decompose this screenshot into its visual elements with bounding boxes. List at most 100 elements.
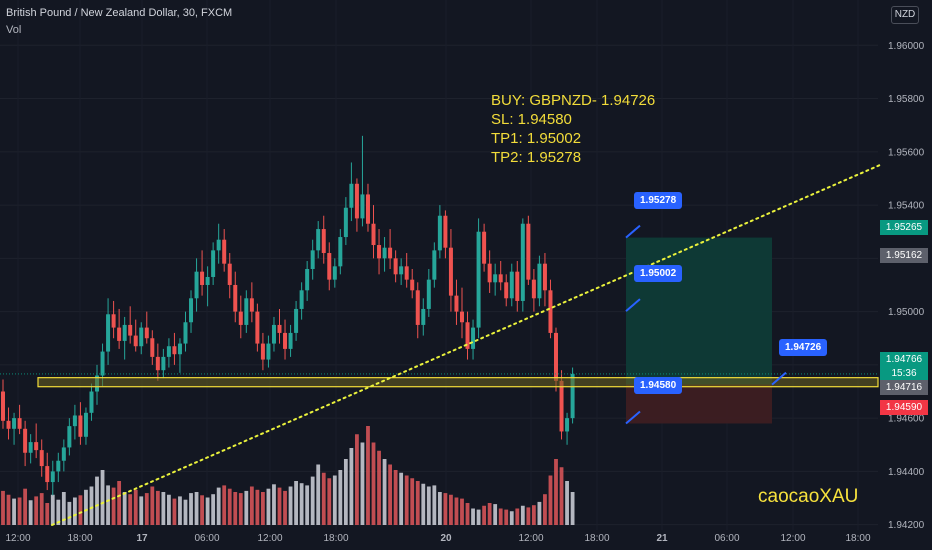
candle-body [371, 223, 376, 246]
candle-body [432, 250, 437, 280]
volume-bar [305, 485, 310, 525]
candle-body [565, 418, 570, 432]
volume-bar [520, 505, 525, 525]
volume-bar [437, 492, 442, 525]
candle-body [166, 346, 171, 357]
symbol-title[interactable]: British Pound / New Zealand Dollar, 30, … [6, 7, 233, 19]
volume-bar [272, 484, 276, 525]
x-tick-label: 12:00 [780, 533, 805, 544]
stop-level-tag: 1.94590 [880, 400, 928, 415]
volume-bar [327, 478, 332, 525]
candle-body [465, 322, 470, 349]
candle-body [61, 447, 66, 461]
candle-body [194, 271, 199, 299]
candle-body [509, 271, 514, 299]
candle-body [393, 258, 398, 275]
volume-bar [338, 470, 343, 525]
candle-body [349, 183, 354, 208]
bar-countdown-tag: 15:36 [880, 366, 928, 381]
volume-bar [117, 481, 122, 525]
candle-body [177, 343, 182, 355]
candle-body [266, 343, 271, 360]
volume-bar [266, 488, 271, 525]
y-tick-label: 1.95000 [888, 307, 925, 318]
entry-price-label[interactable]: 1.94726 [779, 339, 828, 356]
author-watermark: caocaoXAU [758, 486, 859, 507]
volume-bar [133, 489, 138, 525]
candle-body [548, 290, 553, 333]
candle-body [504, 282, 509, 299]
current-price-tag: 1.94766 [880, 352, 928, 367]
candle-body [117, 327, 122, 341]
candle-body [377, 245, 382, 259]
volume-bar [28, 500, 33, 525]
volume-bar [454, 497, 459, 525]
volume-legend[interactable]: Vol [6, 24, 22, 36]
volume-bar [509, 511, 514, 525]
volume-bar [404, 475, 409, 525]
candle-body [6, 420, 11, 429]
candle-body [133, 335, 138, 347]
level-pointer [771, 371, 787, 386]
entry-level-tag: 1.94716 [880, 380, 928, 395]
trade-buy-line: BUY: GBPNZD- 1.94726 [491, 92, 656, 109]
tp-level-tag: 1.95265 [880, 220, 928, 235]
volume-bar [332, 475, 337, 525]
volume-bar [570, 492, 575, 525]
candlesticks[interactable] [1, 135, 575, 496]
trade-tp2-line: TP2: 1.95278 [491, 149, 582, 166]
x-tick-label: 21 [656, 533, 668, 544]
candle-body [39, 450, 44, 467]
candle-body [299, 290, 304, 309]
candle-body [388, 247, 393, 259]
time-axis[interactable]: 12:00 18:00 17 06:00 12:00 18:00 20 12:00 18:00 2… [5, 533, 870, 544]
candle-body [459, 311, 464, 323]
volume-bar [122, 492, 127, 525]
trade-setup-note: BUY: GBPNZD- 1.94726 SL: 1.94580 TP1: 1.… [491, 91, 655, 167]
candle-body [233, 284, 238, 312]
candle-body [122, 324, 127, 341]
volume-bar [393, 470, 398, 525]
candle-body [542, 263, 547, 291]
x-tick-label: 18:00 [584, 533, 609, 544]
candle-body [415, 290, 420, 325]
tp2-price-label[interactable]: 1.95278 [634, 192, 683, 209]
level-pointer [625, 410, 641, 425]
volume-bar [399, 472, 404, 525]
candle-body [421, 308, 426, 325]
drawing-overlays[interactable] [0, 164, 881, 526]
candle-body [211, 250, 216, 277]
volume-bar [17, 497, 22, 525]
volume-bar [238, 493, 243, 525]
volume-bar [349, 448, 354, 525]
volume-bar [89, 486, 94, 525]
candle-body [227, 263, 232, 285]
currency-badge[interactable]: NZD [891, 6, 919, 24]
x-tick-label: 18:00 [323, 533, 348, 544]
candle-body [50, 471, 55, 483]
candle-body [570, 373, 575, 419]
candle-body [271, 324, 276, 344]
tp1-price-label[interactable]: 1.95002 [634, 265, 683, 282]
volume-bar [139, 496, 144, 525]
sl-price-label[interactable]: 1.94580 [634, 377, 683, 394]
volume-bar [531, 505, 536, 525]
candle-body [399, 266, 404, 275]
candle-body [189, 298, 194, 323]
volume-bar [61, 492, 66, 525]
volume-bar [12, 498, 16, 525]
volume-bar [432, 485, 437, 525]
x-tick-label: 20 [440, 533, 452, 544]
candle-body [321, 229, 326, 254]
candle-body [327, 253, 332, 280]
volume-bar [421, 483, 426, 525]
candle-body [106, 314, 111, 352]
candle-body [426, 279, 431, 309]
volume-bar [565, 481, 569, 525]
candle-body [150, 338, 155, 357]
candle-body [338, 237, 343, 267]
candle-body [531, 279, 536, 299]
candle-body [28, 442, 33, 453]
volume-bar [106, 485, 110, 525]
